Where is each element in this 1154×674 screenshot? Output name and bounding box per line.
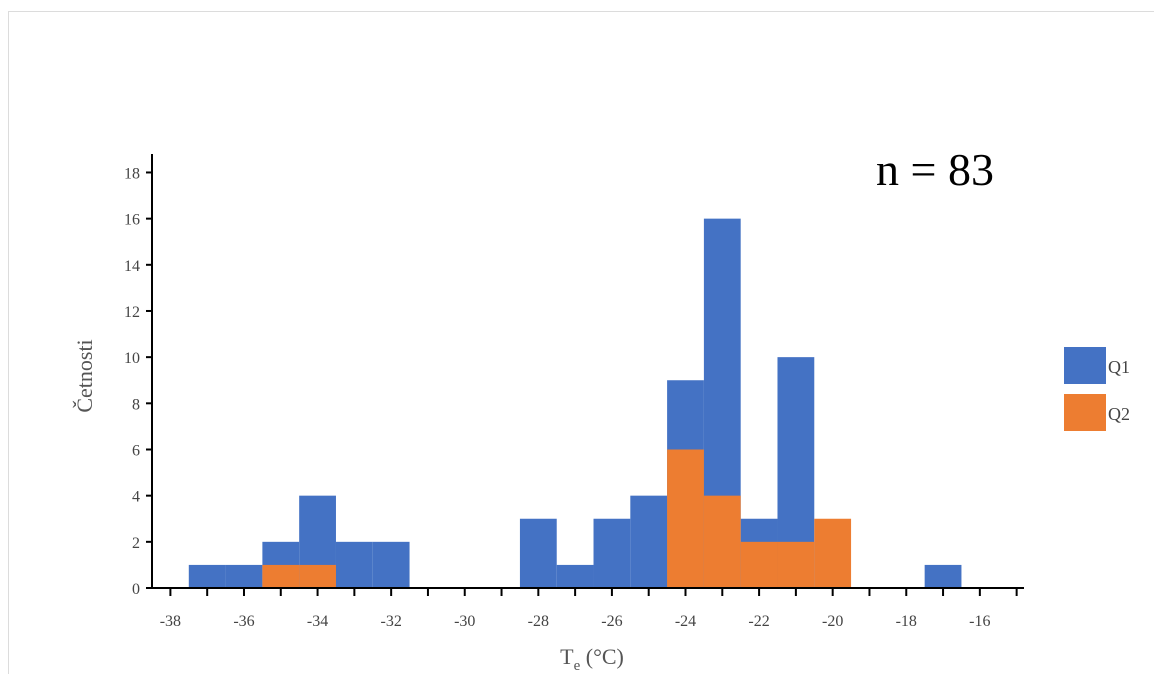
legend-swatch-q2 [1064,394,1106,431]
bars-layer [188,218,962,588]
x-tick-label: -18 [896,613,917,630]
y-tick-label: 10 [124,350,140,367]
bar-q1-5 [372,541,410,588]
bar-q1-0 [188,564,226,588]
bar-q2-3 [703,495,741,588]
legend: Q1 Q2 [1064,347,1130,431]
ticks-layer: 0 2 4 6 8 10 12 14 16 18 -38 -36 -34 -32 -30 -28 -26 -24 -… [124,165,1018,630]
y-tick-label: 0 [132,581,140,598]
bar-q2-6 [814,518,852,588]
y-tick-label: 8 [132,396,140,413]
bar-q2-5 [777,541,815,588]
bar-q2-1 [299,564,336,588]
bar-q1-6 [519,518,557,588]
bar-q1-9 [630,495,668,588]
bar-q1-1 [225,564,263,588]
bar-q2-4 [740,541,778,588]
legend-swatch-q1 [1064,347,1106,384]
y-tick-label: 4 [132,489,140,506]
x-tick-label: -20 [822,613,843,630]
frame-left-border [8,11,9,674]
bar-q1-14 [924,564,962,588]
axes-layer [151,154,1024,589]
bar-q1-8 [593,518,631,588]
legend-label-q2: Q2 [1108,404,1130,424]
y-tick-label: 18 [124,165,140,182]
x-tick-label: -16 [969,613,990,630]
bar-q1-7 [556,564,594,588]
y-axis-title: Četnosti [72,339,97,412]
y-tick-label: 2 [132,535,140,552]
x-axis-title-unit: (°C) [580,644,624,669]
y-tick-label: 16 [124,212,140,229]
bar-q1-4 [335,541,373,588]
sample-size-annotation: n = 83 [876,144,994,195]
x-tick-label: -32 [380,613,401,630]
y-tick-label: 14 [124,258,140,275]
x-tick-label: -36 [233,613,254,630]
x-tick-label: -22 [748,613,769,630]
legend-label-q1: Q1 [1108,357,1130,377]
bar-q2-2 [667,449,704,588]
x-axis-title-subscript: e [574,658,581,674]
bar-q2-0 [262,564,300,588]
y-tick-label: 6 [132,442,140,459]
frame-top-border [8,11,1154,12]
x-tick-label: -24 [675,613,696,630]
x-tick-label: -28 [528,613,549,630]
y-tick-label: 12 [124,304,140,321]
x-axis-title-main: T [560,644,574,669]
x-tick-label: -26 [601,613,622,630]
x-axis-title: Te (°C) [560,644,624,674]
x-tick-label: -34 [307,613,328,630]
x-tick-label: -38 [160,613,181,630]
x-tick-label: -30 [454,613,475,630]
